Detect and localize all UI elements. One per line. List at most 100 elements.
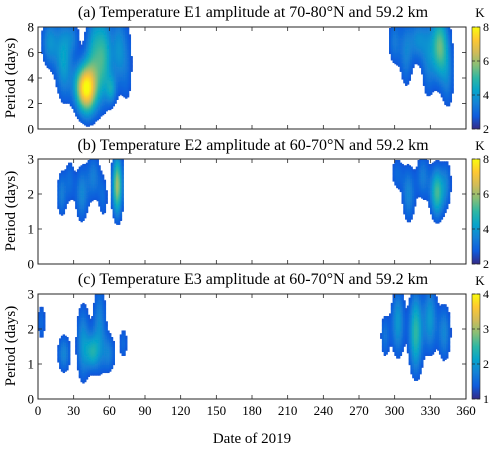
heatmap-cell: [109, 89, 112, 92]
heatmap-cell: [397, 54, 401, 57]
heatmap-cell: [428, 39, 431, 42]
heatmap-cell: [84, 77, 87, 80]
heatmap-cell: [449, 67, 453, 70]
heatmap-cell: [75, 29, 78, 32]
heatmap-cell: [57, 199, 60, 202]
heatmap-cell: [60, 94, 64, 97]
heatmap-cell: [401, 33, 404, 35]
heatmap-cell: [69, 170, 73, 173]
heatmap-cell: [100, 78, 103, 81]
heatmap-cell: [121, 82, 124, 85]
heatmap-cell: [82, 103, 85, 106]
heatmap-cell: [84, 87, 87, 90]
heatmap-cell: [123, 68, 126, 71]
heatmap-cell: [433, 53, 436, 56]
heatmap-cell: [91, 56, 94, 58]
heatmap-cell: [444, 94, 447, 97]
heatmap-cell: [396, 45, 399, 48]
heatmap-cell: [399, 64, 403, 67]
heatmap-cell: [80, 82, 83, 85]
heatmap-cell: [55, 52, 58, 55]
heatmap-cell: [421, 29, 424, 32]
heatmap-cell: [68, 195, 71, 198]
heatmap-cell: [406, 57, 410, 60]
heatmap-cell: [419, 26, 422, 29]
heatmap-cell: [422, 34, 426, 37]
heatmap-cell: [126, 77, 130, 80]
heatmap-cell: [433, 70, 436, 72]
heatmap-cell: [75, 30, 78, 33]
heatmap-cell: [66, 199, 69, 202]
heatmap-cell: [430, 61, 433, 64]
heatmap-cell: [69, 104, 73, 107]
heatmap-cell: [98, 49, 101, 52]
heatmap-cell: [69, 76, 73, 79]
heatmap-cell: [447, 48, 451, 51]
heatmap-cell: [410, 56, 413, 58]
heatmap-cell: [78, 48, 82, 51]
heatmap-cell: [406, 78, 410, 81]
heatmap-cell: [424, 44, 428, 47]
heatmap-cell: [73, 75, 76, 78]
heatmap-cell: [431, 44, 435, 47]
heatmap-cell: [421, 71, 424, 74]
heatmap-cell: [437, 72, 440, 75]
heatmap-cell: [437, 67, 440, 70]
heatmap-cell: [440, 90, 444, 93]
heatmap-cell: [71, 33, 74, 35]
heatmap-cell: [447, 30, 451, 33]
heatmap-cell: [442, 80, 445, 83]
heatmap-cell: [428, 82, 431, 85]
heatmap-cell: [105, 67, 108, 70]
heatmap-cell: [51, 57, 55, 60]
heatmap-cell: [399, 45, 403, 48]
heatmap-cell: [51, 59, 55, 62]
heatmap-cell: [444, 80, 447, 83]
heatmap-cell: [399, 63, 403, 66]
heatmap-cell: [130, 68, 133, 71]
heatmap-cell: [80, 72, 83, 75]
heatmap-cell: [114, 80, 117, 83]
heatmap-cell: [100, 26, 103, 29]
heatmap-cell: [389, 50, 392, 53]
heatmap-cell: [403, 47, 406, 49]
heatmap-cell: [109, 63, 112, 66]
heatmap-cell: [66, 27, 69, 30]
heatmap-cell: [78, 107, 82, 109]
heatmap-cell: [112, 71, 115, 74]
heatmap-cell: [428, 93, 431, 95]
heatmap-cell: [119, 91, 123, 94]
heatmap-cell: [91, 71, 94, 74]
heatmap-cell: [110, 107, 114, 109]
heatmap-cell: [66, 186, 69, 189]
heatmap-cell: [396, 58, 399, 61]
heatmap-cell: [447, 45, 451, 48]
heatmap-cell: [57, 73, 60, 76]
heatmap-cell: [112, 49, 115, 52]
heatmap-cell: [73, 187, 76, 190]
heatmap-cell: [444, 38, 447, 41]
heatmap-cell: [119, 61, 123, 64]
heatmap-cell: [43, 58, 46, 61]
heatmap-cell: [107, 73, 110, 76]
heatmap-cell: [98, 87, 101, 90]
heatmap-cell: [426, 35, 429, 38]
heatmap-cell: [105, 68, 108, 71]
heatmap-cell: [125, 78, 128, 81]
heatmap-cell: [415, 54, 419, 57]
heatmap-cell: [437, 40, 440, 43]
heatmap-cell: [69, 71, 73, 74]
heatmap-cell: [446, 43, 449, 46]
heatmap-cell: [89, 66, 92, 69]
heatmap-cell: [109, 27, 112, 30]
heatmap-cell: [110, 64, 114, 67]
heatmap-cell: [55, 72, 58, 75]
heatmap-cell: [84, 99, 87, 102]
heatmap-cell: [107, 44, 110, 47]
heatmap-cell: [85, 98, 89, 100]
heatmap-cell: [71, 39, 74, 42]
heatmap-cell: [109, 108, 112, 111]
heatmap-cell: [78, 64, 82, 67]
heatmap-cell: [85, 121, 89, 123]
heatmap-cell: [397, 47, 401, 49]
